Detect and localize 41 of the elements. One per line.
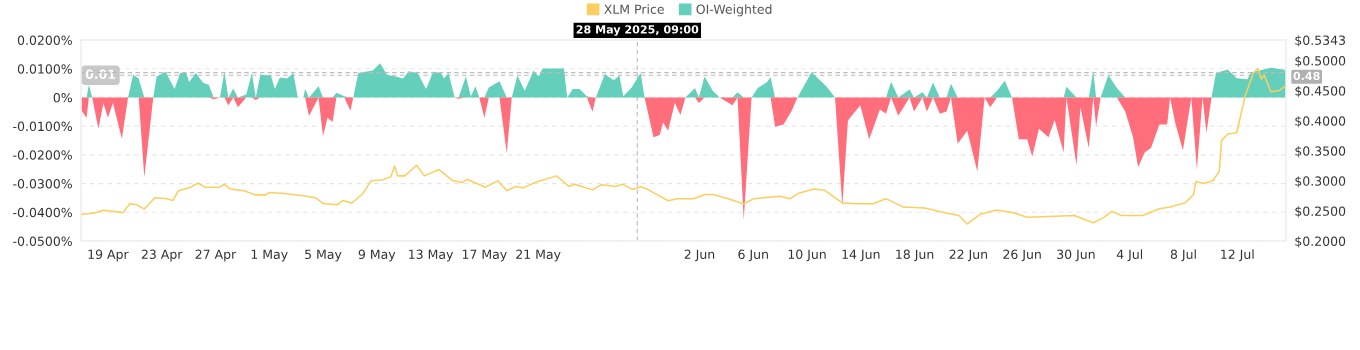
- y-tick-label: 0%: [53, 92, 72, 103]
- x-tick-label: 23 Apr: [141, 249, 183, 262]
- y2-tick-label: $0.5000: [1295, 55, 1346, 68]
- y-tick-label: -0.0400%: [13, 207, 72, 218]
- x-tick-label: 1 May: [251, 249, 288, 262]
- y2-tick-label: $0.5343: [1295, 35, 1346, 47]
- x-tick-label: 10 Jun: [788, 249, 826, 262]
- line-series: [81, 67, 1286, 225]
- ref-line-label: 28 May 2025, 09:00: [576, 25, 699, 36]
- y2-tick-label: $0.4000: [1295, 116, 1346, 128]
- y-tick-label: -0.0100%: [13, 121, 72, 132]
- y2-tick-label: $0.3000: [1295, 176, 1346, 188]
- x-tick-label: 19 Apr: [88, 249, 129, 262]
- x-tick-label: 13 May: [409, 249, 454, 262]
- x-tick-label: 6 Jun: [738, 249, 768, 262]
- x-tick-label: 8 Jul: [1170, 249, 1196, 262]
- y2-tick-label: $0.2500: [1295, 206, 1346, 218]
- y2-tick-label: $0.4500: [1295, 85, 1346, 98]
- y-tick-label: -0.0500%: [13, 236, 72, 246]
- x-tick-label: 14 Jun: [842, 249, 880, 262]
- x-tick-label: 22 Jun: [949, 249, 988, 262]
- x-tick-label: 9 May: [358, 249, 396, 262]
- y2-tick-label: $0.3500: [1295, 146, 1346, 158]
- y2-tick-label: $0.2000: [1295, 236, 1346, 248]
- x-tick-label: 17 May: [462, 249, 507, 262]
- ref-line-label: 0.48: [1293, 71, 1320, 81]
- legend-label: OI-Weighted: [696, 4, 772, 17]
- y-tick-label: -0.0200%: [13, 150, 72, 160]
- x-tick-label: 12 Jul: [1221, 249, 1254, 262]
- legend-label: XLM Price: [604, 4, 664, 14]
- y-tick-label: -0.0300%: [13, 179, 72, 189]
- x-tick-label: 2 Jun: [684, 249, 715, 262]
- x-tick-label: 5 May: [305, 249, 342, 262]
- y-tick-label: 0.0100%: [17, 64, 72, 74]
- x-tick-label: 30 Jun: [1057, 249, 1095, 262]
- x-tick-label: 4 Jul: [1116, 249, 1143, 262]
- x-tick-label: 21 May: [516, 249, 561, 262]
- x-tick-label: 27 Apr: [195, 249, 237, 262]
- y-tick-label: 0.0200%: [17, 35, 72, 45]
- x-tick-label: 18 Jun: [896, 249, 934, 262]
- x-tick-label: 26 Jun: [1003, 249, 1041, 262]
